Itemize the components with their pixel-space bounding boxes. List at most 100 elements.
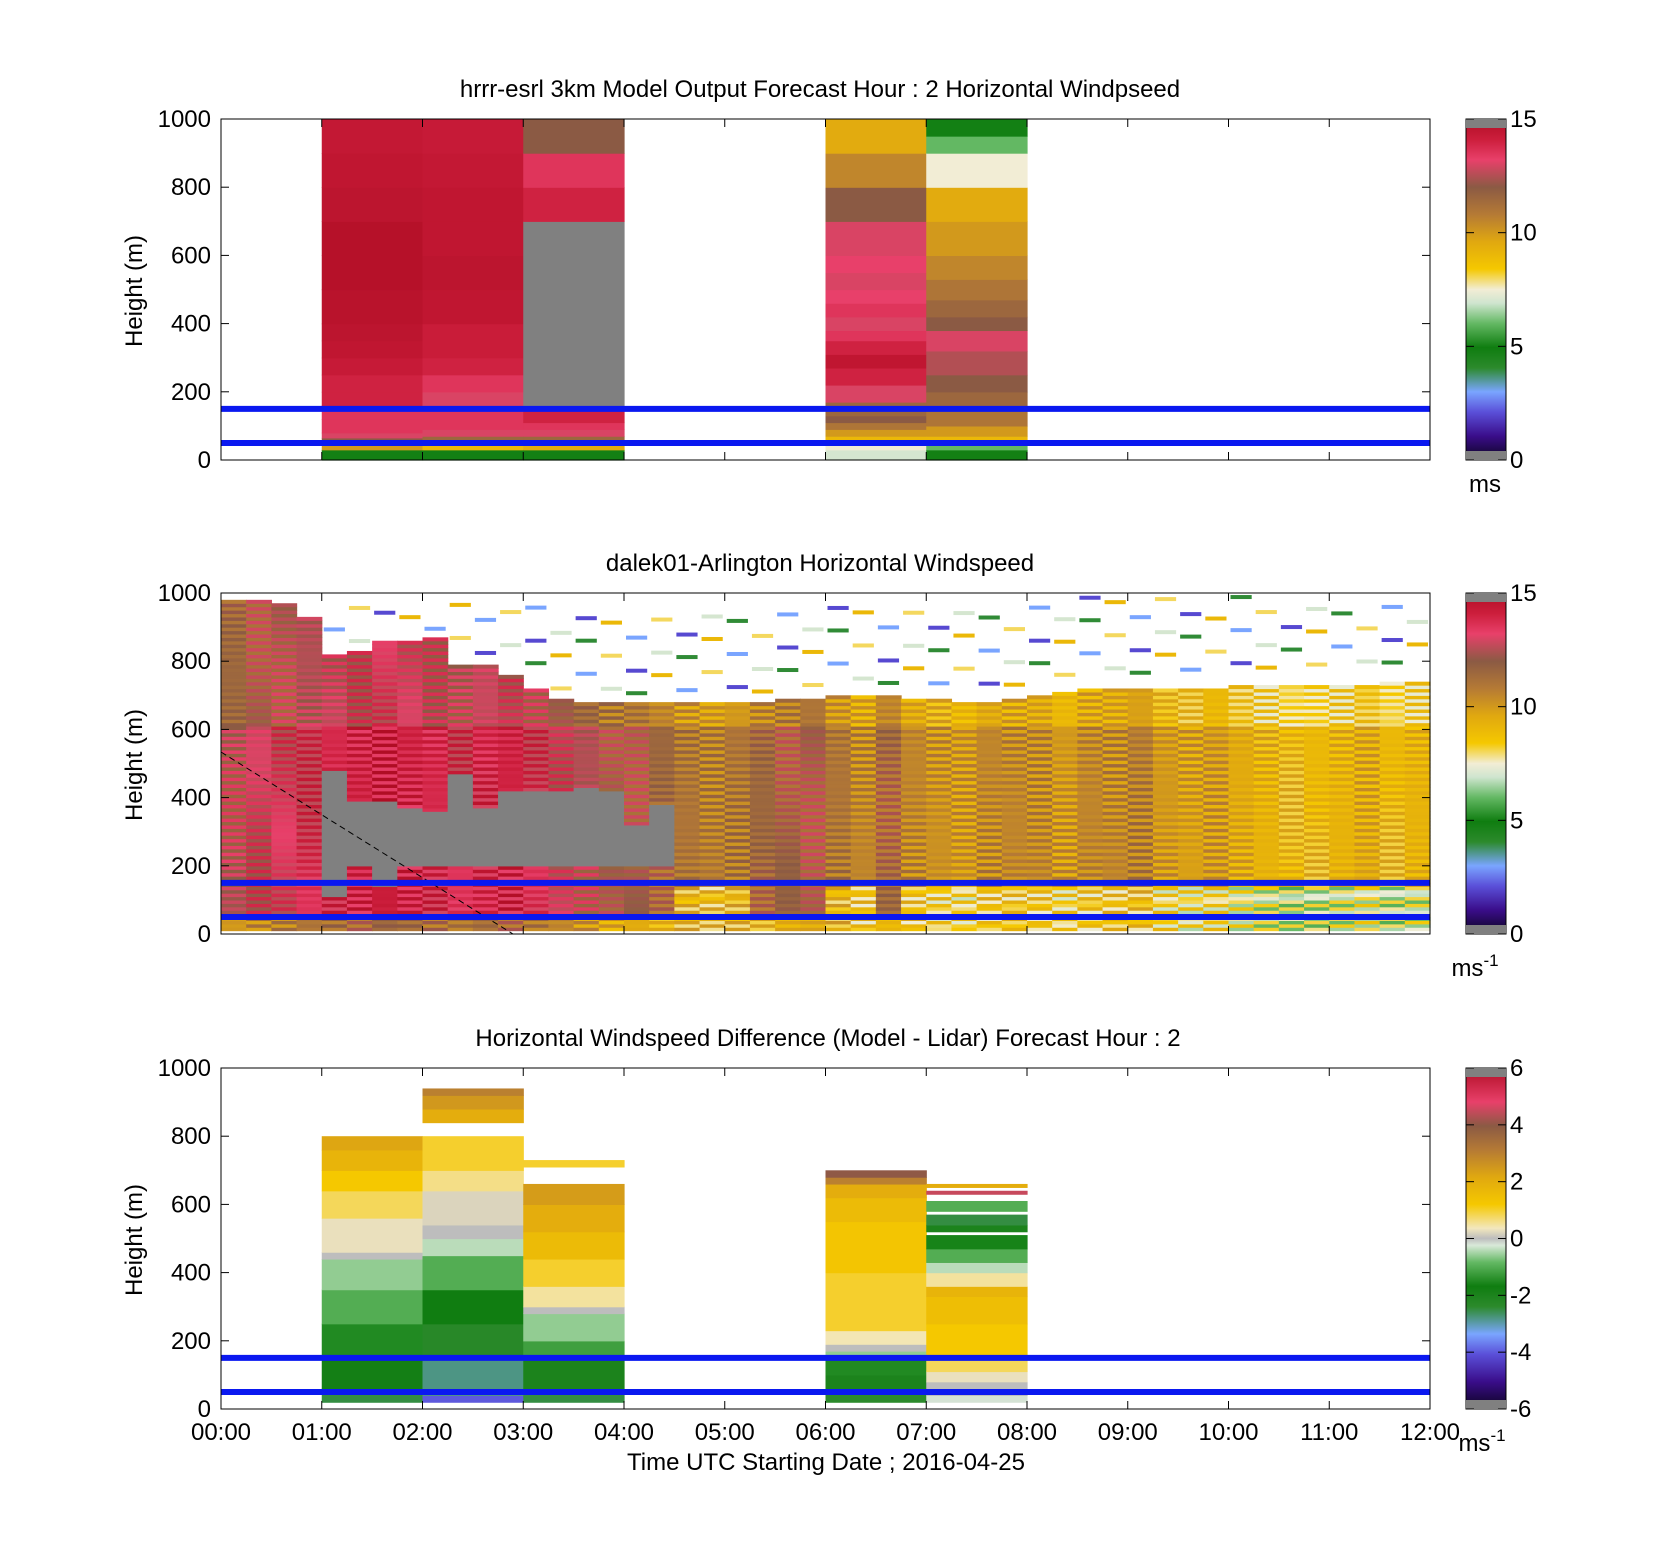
heatmap-cell [498,688,524,693]
heatmap-cell [674,814,701,819]
x-tick-label: 06:00 [795,1419,855,1446]
heatmap-cell [246,855,272,860]
heatmap-cell [875,753,902,758]
heatmap-cell [875,835,902,840]
heatmap-cell [1354,715,1381,720]
heatmap-cell [825,841,852,846]
heatmap-cell [1278,848,1305,853]
heatmap-cell [1077,852,1104,857]
heatmap-cell [825,429,927,437]
heatmap-cell [221,858,247,863]
heatmap-cell [1406,619,1428,624]
heatmap-cell [1404,743,1431,748]
heatmap-cell [1329,702,1356,707]
heatmap-cell [825,415,927,424]
heatmap-cell [548,770,575,775]
heatmap-cell [951,886,978,891]
heatmap-cell [1077,824,1104,829]
heatmap-cell [1304,838,1330,843]
heatmap-cell [523,119,625,154]
heatmap-cell [1228,927,1255,932]
heatmap-cell [1127,807,1154,812]
heatmap-cell [1077,906,1104,911]
heatmap-cell [271,661,298,666]
heatmap-cell [346,886,373,891]
heatmap-cell [296,818,323,823]
heatmap-cell [875,889,902,894]
heatmap-cell [397,695,424,700]
heatmap-cell [221,906,247,911]
heatmap-cell [1379,746,1406,751]
heatmap-cell [221,603,247,608]
heatmap-cell [926,872,953,877]
heatmap-cell [296,896,323,901]
heatmap-cell [825,801,852,806]
heatmap-cell [271,845,298,850]
heatmap-cell [875,903,902,908]
heatmap-cell [1278,715,1305,720]
heatmap-cell [1253,780,1280,785]
heatmap-cell [1304,852,1330,857]
heatmap-cell [321,739,348,744]
heatmap-cell [1404,923,1431,928]
heatmap-cell [271,671,298,676]
heatmap-cell [951,736,978,741]
heatmap-cell [901,923,927,928]
heatmap-cell [875,899,902,904]
heatmap-cell [775,719,801,724]
heatmap-cell [422,1170,524,1192]
heatmap-cell [573,886,600,891]
heatmap-cell [321,715,348,720]
heatmap-cell [674,835,701,840]
heatmap-cell [850,807,877,812]
heatmap-cell [926,770,953,775]
heatmap-cell [271,708,298,713]
heatmap-cell [523,1357,625,1393]
heatmap-cell [901,848,927,853]
heatmap-cell [800,862,827,867]
heatmap-cell [372,876,398,881]
heatmap-cell [901,702,927,707]
heatmap-cell [649,708,675,713]
heatmap-cell [901,893,927,898]
heatmap-cell [674,920,701,925]
heatmap-cell [951,712,978,717]
heatmap-cell [749,906,776,911]
heatmap-cell [1127,872,1154,877]
heatmap-cell [271,732,298,737]
heatmap-cell [346,777,373,782]
heatmap-cell [1102,824,1129,829]
heatmap-cell [875,787,902,792]
heatmap-cell [674,906,701,911]
heatmap-cell [1027,807,1053,812]
heatmap-cell [1228,845,1255,850]
heatmap-cell [749,763,776,768]
heatmap-cell [246,644,272,649]
x-tick-label: 10:00 [1198,1419,1258,1446]
heatmap-cell [1102,801,1129,806]
heatmap-cell [1253,858,1280,863]
heatmap-cell [800,889,827,894]
heatmap-cell [800,729,827,734]
heatmap-cell [397,705,424,710]
heatmap-cell [600,653,622,658]
heatmap-cell [699,872,726,877]
heatmap-cell [271,637,298,642]
heatmap-cell [1152,818,1179,823]
heatmap-cell [699,824,726,829]
heatmap-cell [372,766,398,771]
heatmap-cell [472,869,499,874]
heatmap-cell [800,715,827,720]
heatmap-cell [1228,862,1255,867]
heatmap-cell [1354,927,1381,932]
heatmap-cell [1027,760,1053,765]
heatmap-cell [397,698,424,703]
heatmap-cell [472,821,499,826]
heatmap-cell [1027,770,1053,775]
heatmap-cell [749,787,776,792]
y-tick-label: 0 [198,447,211,474]
heatmap-cell [399,615,421,620]
heatmap-cell [674,773,701,778]
heatmap-cell [1052,838,1078,843]
heatmap-cell [346,654,373,659]
